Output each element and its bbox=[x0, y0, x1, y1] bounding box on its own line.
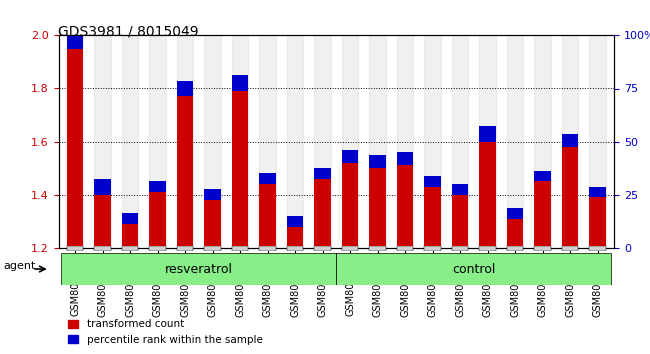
Bar bbox=[369, 155, 386, 168]
FancyBboxPatch shape bbox=[424, 246, 441, 251]
Bar bbox=[315, 35, 331, 248]
Bar bbox=[397, 152, 413, 165]
Bar bbox=[369, 35, 386, 248]
Bar bbox=[562, 133, 578, 147]
FancyBboxPatch shape bbox=[287, 246, 304, 251]
Bar bbox=[397, 166, 413, 248]
Bar bbox=[94, 179, 111, 195]
FancyBboxPatch shape bbox=[67, 246, 83, 251]
Bar bbox=[287, 35, 304, 248]
Bar bbox=[369, 168, 386, 248]
Bar bbox=[67, 49, 83, 248]
Bar bbox=[315, 179, 331, 248]
Bar bbox=[452, 184, 469, 195]
Bar bbox=[122, 35, 138, 248]
Bar bbox=[122, 224, 138, 248]
Bar bbox=[287, 216, 304, 227]
Bar bbox=[480, 142, 496, 248]
Bar bbox=[452, 35, 469, 248]
FancyBboxPatch shape bbox=[534, 246, 551, 251]
Bar bbox=[452, 195, 469, 248]
FancyBboxPatch shape bbox=[369, 246, 386, 251]
FancyBboxPatch shape bbox=[397, 246, 413, 251]
Bar bbox=[232, 75, 248, 91]
Bar bbox=[480, 35, 496, 248]
FancyBboxPatch shape bbox=[590, 246, 606, 251]
Bar bbox=[590, 198, 606, 248]
Bar bbox=[424, 176, 441, 187]
Bar bbox=[534, 171, 551, 181]
Bar bbox=[397, 35, 413, 248]
Bar bbox=[122, 213, 138, 224]
FancyBboxPatch shape bbox=[177, 246, 193, 251]
Bar bbox=[534, 35, 551, 248]
Bar bbox=[342, 35, 358, 248]
Bar bbox=[150, 35, 166, 248]
Bar bbox=[67, 25, 83, 48]
FancyBboxPatch shape bbox=[122, 246, 138, 251]
FancyBboxPatch shape bbox=[150, 246, 166, 251]
Bar bbox=[562, 35, 578, 248]
Bar bbox=[480, 126, 496, 142]
Bar bbox=[590, 35, 606, 248]
FancyBboxPatch shape bbox=[480, 246, 496, 251]
Bar bbox=[342, 163, 358, 248]
Bar bbox=[259, 184, 276, 248]
Text: agent: agent bbox=[3, 261, 35, 271]
FancyBboxPatch shape bbox=[94, 246, 111, 251]
Bar bbox=[177, 97, 193, 248]
FancyBboxPatch shape bbox=[204, 246, 221, 251]
Bar bbox=[534, 181, 551, 248]
FancyBboxPatch shape bbox=[61, 253, 337, 285]
Bar bbox=[177, 35, 193, 248]
FancyBboxPatch shape bbox=[259, 246, 276, 251]
Bar bbox=[590, 187, 606, 198]
Legend: transformed count, percentile rank within the sample: transformed count, percentile rank withi… bbox=[64, 315, 266, 349]
Bar bbox=[204, 189, 221, 200]
Bar bbox=[150, 181, 166, 192]
Bar bbox=[67, 35, 83, 248]
Bar bbox=[562, 147, 578, 248]
Bar bbox=[342, 149, 358, 163]
FancyBboxPatch shape bbox=[337, 253, 612, 285]
Bar bbox=[507, 208, 523, 218]
Bar bbox=[259, 173, 276, 184]
Bar bbox=[94, 35, 111, 248]
FancyBboxPatch shape bbox=[342, 246, 358, 251]
Bar bbox=[204, 200, 221, 248]
Bar bbox=[232, 91, 248, 248]
FancyBboxPatch shape bbox=[562, 246, 578, 251]
FancyBboxPatch shape bbox=[452, 246, 469, 251]
Bar bbox=[287, 227, 304, 248]
Bar bbox=[424, 35, 441, 248]
Bar bbox=[204, 35, 221, 248]
FancyBboxPatch shape bbox=[507, 246, 523, 251]
Bar bbox=[150, 192, 166, 248]
Bar bbox=[259, 35, 276, 248]
Bar bbox=[315, 168, 331, 179]
Bar bbox=[232, 35, 248, 248]
Bar bbox=[177, 81, 193, 96]
FancyBboxPatch shape bbox=[315, 246, 331, 251]
Text: GDS3981 / 8015049: GDS3981 / 8015049 bbox=[58, 25, 199, 39]
Text: control: control bbox=[452, 263, 495, 275]
Bar bbox=[507, 35, 523, 248]
Text: resveratrol: resveratrol bbox=[165, 263, 233, 275]
Bar bbox=[507, 218, 523, 248]
FancyBboxPatch shape bbox=[232, 246, 248, 251]
Bar bbox=[94, 195, 111, 248]
Bar bbox=[424, 187, 441, 248]
